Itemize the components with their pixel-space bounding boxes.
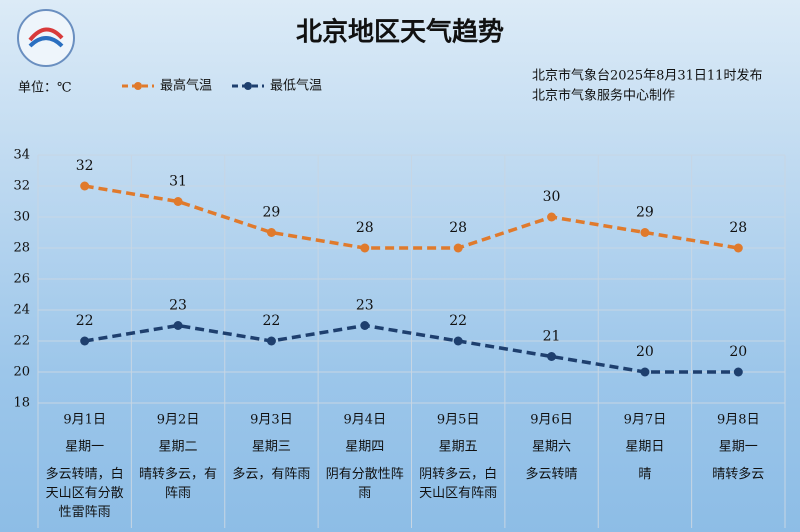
series-line bbox=[84, 323, 739, 374]
weather-label: 多云转晴 bbox=[525, 467, 578, 482]
x-tick-label: 9月7日 bbox=[624, 413, 667, 428]
weather-label: 多云转晴，白天山区有分散性雷阵雨 bbox=[45, 467, 124, 520]
point bbox=[80, 181, 90, 191]
weekday-label: 星期六 bbox=[532, 440, 571, 455]
weather-label: 晴 bbox=[638, 467, 652, 482]
y-tick-label: 32 bbox=[13, 179, 30, 194]
legend-marker bbox=[244, 82, 252, 90]
annotation: 北京市气象台2025年8月31日11时发布 bbox=[532, 68, 762, 84]
y-label: 单位：℃ bbox=[18, 81, 72, 96]
data-label: 22 bbox=[449, 313, 467, 329]
data-label: 23 bbox=[169, 298, 187, 314]
weekday-label: 星期四 bbox=[345, 440, 384, 455]
data-label: 20 bbox=[729, 344, 747, 360]
x-tick-label: 9月1日 bbox=[63, 413, 106, 428]
data-label: 20 bbox=[636, 344, 654, 360]
y-tick-label: 34 bbox=[13, 148, 30, 163]
y-tick-label: 22 bbox=[13, 334, 30, 349]
annotation: 北京市气象服务中心制作 bbox=[532, 88, 675, 104]
data-label: 21 bbox=[543, 329, 561, 345]
point bbox=[266, 336, 276, 346]
weather-label: 多云，有阵雨 bbox=[232, 467, 311, 482]
weekday-label: 星期一 bbox=[65, 440, 104, 455]
weather-label: 阴转多云，白天山区有阵雨 bbox=[419, 467, 498, 501]
data-label: 28 bbox=[449, 220, 467, 236]
x-tick-label: 9月6日 bbox=[530, 413, 573, 428]
weekday-label: 星期五 bbox=[439, 440, 478, 455]
weekday-label: 星期二 bbox=[159, 440, 198, 455]
x-tick-label: 9月4日 bbox=[344, 413, 387, 428]
point bbox=[547, 212, 557, 222]
data-label: 30 bbox=[543, 189, 561, 205]
point bbox=[733, 367, 743, 377]
x-tick-label: 9月2日 bbox=[157, 413, 200, 428]
legend-label: 最高气温 bbox=[160, 78, 212, 94]
point bbox=[453, 243, 463, 253]
point bbox=[360, 243, 370, 253]
data-label: 28 bbox=[356, 220, 374, 236]
point bbox=[360, 321, 370, 330]
point bbox=[547, 352, 557, 361]
y-tick-label: 24 bbox=[13, 303, 30, 318]
y-tick-label: 18 bbox=[13, 396, 30, 411]
legend-marker bbox=[134, 82, 142, 90]
x-tick-label: 9月3日 bbox=[250, 413, 293, 428]
y-tick-label: 28 bbox=[13, 241, 30, 256]
y-tick-label: 20 bbox=[13, 365, 30, 380]
point bbox=[173, 197, 183, 206]
x-tick-label: 9月8日 bbox=[717, 413, 760, 428]
data-label: 28 bbox=[729, 220, 747, 236]
point bbox=[173, 321, 183, 330]
weather-label: 晴转多云 bbox=[712, 467, 765, 482]
y-tick-label: 26 bbox=[13, 272, 30, 287]
data-label: 22 bbox=[76, 313, 94, 329]
data-label: 31 bbox=[169, 174, 187, 190]
point bbox=[453, 336, 463, 346]
weather-label: 阴有分散性阵雨 bbox=[325, 467, 404, 501]
data-label: 29 bbox=[263, 205, 281, 221]
weather-label: 晴转多云，有阵雨 bbox=[139, 467, 218, 501]
point bbox=[733, 243, 743, 253]
logo bbox=[17, 9, 75, 67]
data-label: 29 bbox=[636, 205, 654, 221]
weekday-label: 星期一 bbox=[719, 440, 758, 455]
data-label: 22 bbox=[263, 313, 281, 329]
legend-label: 最低气温 bbox=[270, 78, 322, 94]
point bbox=[266, 228, 276, 237]
data-label: 23 bbox=[356, 298, 374, 314]
point bbox=[80, 336, 90, 346]
y-tick-label: 30 bbox=[13, 210, 30, 225]
point bbox=[640, 228, 650, 237]
chart-title: 北京地区天气趋势 bbox=[296, 17, 504, 48]
weekday-label: 星期三 bbox=[252, 440, 291, 455]
x-tick-label: 9月5日 bbox=[437, 413, 480, 428]
data-label: 32 bbox=[76, 158, 94, 174]
weekday-label: 星期日 bbox=[625, 440, 664, 455]
point bbox=[640, 367, 650, 377]
